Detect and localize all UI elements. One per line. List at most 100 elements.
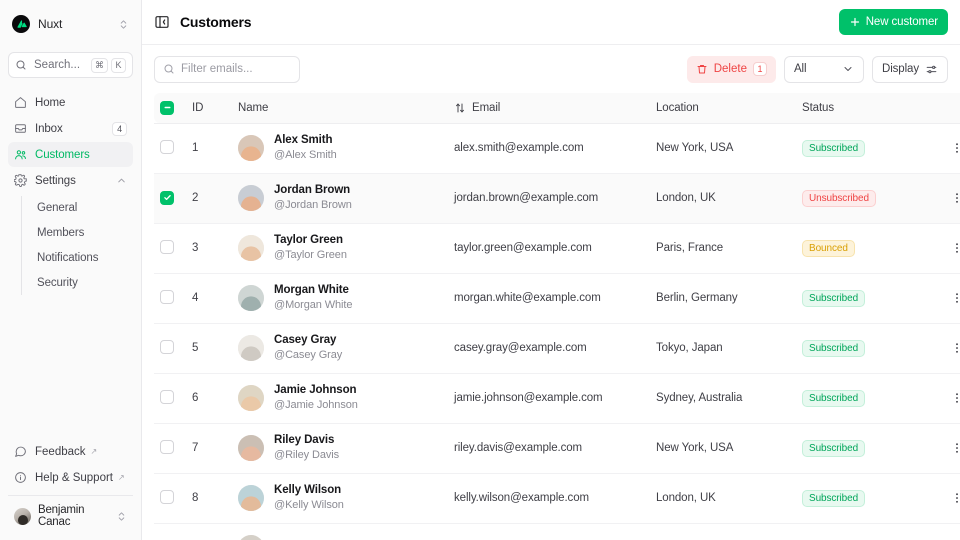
page-header: Customers New customer xyxy=(142,0,960,45)
column-header-location[interactable]: Location xyxy=(650,93,796,124)
row-checkbox[interactable] xyxy=(160,239,174,254)
row-status xyxy=(796,523,936,540)
row-checkbox[interactable] xyxy=(160,389,174,404)
sidebar-item-home[interactable]: Home xyxy=(8,90,133,115)
sidebar-item-feedback[interactable]: Feedback ↗ xyxy=(8,439,133,464)
inbox-icon xyxy=(14,122,27,135)
customer-handle: @Morgan White xyxy=(274,299,353,311)
info-icon xyxy=(14,471,27,484)
row-select-cell xyxy=(154,173,186,224)
column-header-actions xyxy=(936,93,960,124)
column-header-id[interactable]: ID xyxy=(186,93,232,124)
row-location: New York, USA xyxy=(650,123,796,174)
row-name-cell: Jamie Johnson @Jamie Johnson xyxy=(232,373,448,424)
row-email: taylor.green@example.com xyxy=(448,223,650,274)
table-row[interactable]: 8 Kelly Wilson @Kelly Wilson kelly.wilson@e… xyxy=(154,473,960,524)
row-name-cell: Kelly Wilson @Kelly Wilson xyxy=(232,473,448,524)
row-menu-icon[interactable] xyxy=(942,491,960,505)
customer-name: Kelly Wilson xyxy=(274,484,342,496)
sidebar-item-security[interactable]: Security xyxy=(37,277,78,289)
row-location: Berlin, Germany xyxy=(650,273,796,324)
team-switcher[interactable]: Nuxt xyxy=(6,4,135,44)
user-profile-switcher[interactable]: Benjamin Canac xyxy=(8,495,133,536)
sidebar-item-members[interactable]: Members xyxy=(37,227,85,239)
row-actions xyxy=(936,423,960,474)
sidebar-item-label: Settings xyxy=(35,174,76,187)
row-checkbox[interactable] xyxy=(160,190,174,205)
customer-name: Morgan White xyxy=(274,284,349,296)
row-checkbox[interactable] xyxy=(160,339,174,354)
row-email: alex.smith@example.com xyxy=(448,123,650,174)
row-menu-icon[interactable] xyxy=(942,441,960,455)
row-checkbox[interactable] xyxy=(160,439,174,454)
kbd-command: ⌘ xyxy=(91,57,108,73)
sidebar-item-label: Help & Support xyxy=(35,471,113,484)
sidebar: Nuxt Search... ⌘ K xyxy=(0,0,142,540)
customer-handle: @Kelly Wilson xyxy=(274,499,344,511)
table-row[interactable]: 2 Jordan Brown @Jordan Brown jordan.brown@e… xyxy=(154,173,960,224)
row-select-cell xyxy=(154,423,186,474)
row-status: Subscribed xyxy=(796,373,936,424)
filter-placeholder: Filter emails... xyxy=(181,63,253,75)
row-menu-icon[interactable] xyxy=(942,141,960,155)
row-menu-icon[interactable] xyxy=(942,391,960,405)
sidebar-item-inbox[interactable]: Inbox 4 xyxy=(8,116,133,141)
table-toolbar: Filter emails... Delete 1 All xyxy=(142,45,960,93)
sidebar-item-label: Inbox xyxy=(35,122,63,135)
table-head: ID Name Email xyxy=(154,93,960,124)
customer-handle: @Alex Smith xyxy=(274,149,337,161)
row-location: Tokyo, Japan xyxy=(650,323,796,374)
row-menu-icon[interactable] xyxy=(942,191,960,205)
column-header-name[interactable]: Name xyxy=(232,93,448,124)
customer-name: Jordan Brown xyxy=(274,184,351,196)
row-location: Paris, France xyxy=(650,223,796,274)
table-row[interactable]: 5 Casey Gray @Casey Gray casey.gray@example… xyxy=(154,323,960,374)
row-actions xyxy=(936,123,960,174)
table-row[interactable]: 9 xyxy=(154,523,960,540)
table-row[interactable]: 1 Alex Smith @Alex Smith alex.smith@example… xyxy=(154,123,960,174)
row-menu-icon[interactable] xyxy=(942,291,960,305)
sidebar-item-help-support[interactable]: Help & Support ↗ xyxy=(8,465,133,490)
display-button[interactable]: Display xyxy=(871,55,948,83)
row-email xyxy=(448,523,650,540)
sidebar-item-customers[interactable]: Customers xyxy=(8,142,133,167)
table-row[interactable]: 4 Morgan White @Morgan White morgan.white@e… xyxy=(154,273,960,324)
row-checkbox[interactable] xyxy=(160,289,174,304)
row-email: casey.gray@example.com xyxy=(448,323,650,374)
row-email: kelly.wilson@example.com xyxy=(448,473,650,524)
row-checkbox[interactable] xyxy=(160,489,174,504)
column-header-status[interactable]: Status xyxy=(796,93,936,124)
row-menu-icon[interactable] xyxy=(942,241,960,255)
panel-left-collapse-icon[interactable] xyxy=(154,14,170,30)
table-row[interactable]: 7 Riley Davis @Riley Davis riley.davis@exam… xyxy=(154,423,960,474)
table-body: 1 Alex Smith @Alex Smith alex.smith@example… xyxy=(154,123,960,540)
sidebar-footer: Feedback ↗ Help & Support ↗ Benjamin Can… xyxy=(0,439,141,540)
row-checkbox[interactable] xyxy=(160,139,174,154)
filter-emails-input[interactable]: Filter emails... xyxy=(154,55,300,83)
sidebar-item-general[interactable]: General xyxy=(37,202,78,214)
table-row[interactable]: 3 Taylor Green @Taylor Green taylor.green@e… xyxy=(154,223,960,274)
customer-handle: @Jordan Brown xyxy=(274,199,352,211)
status-badge: Subscribed xyxy=(802,439,866,457)
search-input[interactable]: Search... ⌘ K xyxy=(8,52,133,78)
status-filter-select[interactable]: All xyxy=(783,55,864,83)
select-all-checkbox[interactable] xyxy=(160,100,174,115)
home-icon xyxy=(14,96,27,109)
chevron-up-icon[interactable] xyxy=(116,175,127,186)
new-customer-button[interactable]: New customer xyxy=(838,9,948,35)
table-row[interactable]: 6 Jamie Johnson @Jamie Johnson jamie.johnso… xyxy=(154,373,960,424)
column-header-email[interactable]: Email xyxy=(448,93,650,124)
sidebar-item-notifications[interactable]: Notifications xyxy=(37,252,99,264)
row-status: Subscribed xyxy=(796,123,936,174)
row-select-cell xyxy=(154,223,186,274)
delete-button[interactable]: Delete 1 xyxy=(686,55,776,83)
delete-count-badge: 1 xyxy=(752,62,767,76)
row-select-cell xyxy=(154,273,186,324)
sort-arrows-icon xyxy=(454,102,466,114)
row-menu-icon[interactable] xyxy=(942,341,960,355)
status-badge: Subscribed xyxy=(802,489,866,507)
sidebar-item-settings[interactable]: Settings xyxy=(8,168,133,193)
customer-handle: @Taylor Green xyxy=(274,249,347,261)
row-status: Bounced xyxy=(796,223,936,274)
